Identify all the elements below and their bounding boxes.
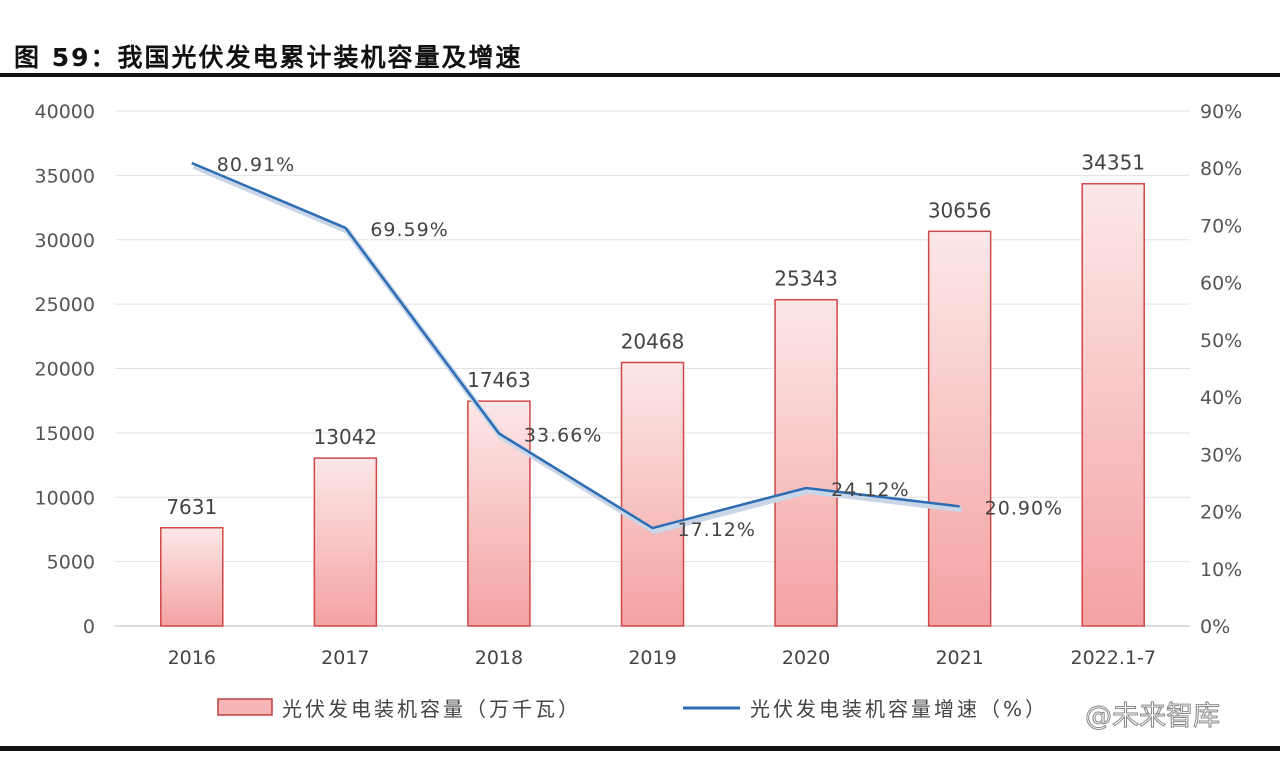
top-rule — [0, 73, 1280, 77]
left-tick-label: 35000 — [35, 165, 95, 187]
bar — [313, 457, 378, 627]
bar — [620, 361, 685, 627]
right-tick-label: 10% — [1200, 559, 1242, 581]
legend-line-label: 光伏发电装机容量增速（%） — [750, 697, 1048, 721]
bottom-rule — [0, 746, 1280, 751]
right-tick-label: 90% — [1200, 101, 1242, 123]
line-data-label: 80.91% — [217, 154, 295, 176]
x-tick-label: 2022.1-7 — [1070, 647, 1155, 669]
left-tick-label: 10000 — [35, 487, 95, 509]
right-tick-label: 80% — [1200, 158, 1242, 180]
legend-bar-swatch — [217, 698, 273, 716]
bar-data-label: 20468 — [621, 329, 685, 353]
line-shadow — [192, 163, 963, 535]
left-tick-label: 0 — [83, 616, 95, 638]
line-data-label: 69.59% — [370, 219, 448, 241]
bar-data-label: 13042 — [314, 425, 378, 449]
right-tick-label: 40% — [1200, 387, 1242, 409]
figure-title: 图 59：我国光伏发电累计装机容量及增速 — [14, 43, 523, 72]
x-tick-label: 2021 — [935, 647, 983, 669]
growth-line — [191, 161, 960, 530]
right-tick-label: 60% — [1200, 273, 1242, 295]
bar-data-label: 30656 — [928, 198, 992, 222]
left-tick-label: 15000 — [35, 423, 95, 445]
left-tick-label: 5000 — [47, 552, 95, 574]
left-tick-label: 40000 — [35, 101, 95, 123]
right-tick-label: 20% — [1200, 502, 1242, 524]
x-tick-label: 2017 — [321, 647, 369, 669]
bar-data-label: 7631 — [166, 495, 217, 519]
x-tick-label: 2020 — [782, 647, 830, 669]
bar — [160, 527, 224, 627]
line-data-label: 24.12% — [831, 479, 909, 501]
x-tick-label: 2016 — [168, 647, 216, 669]
bar — [927, 230, 992, 627]
bar-data-label: 34351 — [1081, 151, 1145, 175]
left-tick-label: 25000 — [35, 294, 95, 316]
right-tick-label: 0% — [1200, 616, 1230, 638]
right-tick-label: 50% — [1200, 330, 1242, 352]
x-tick-label: 2019 — [628, 647, 676, 669]
bar — [1081, 182, 1145, 627]
x-tick-label: 2018 — [475, 647, 523, 669]
legend-bar-label: 光伏发电装机容量（万千瓦） — [282, 697, 581, 721]
right-tick-label: 30% — [1200, 444, 1242, 466]
bar — [774, 298, 838, 627]
bar-data-label: 25343 — [774, 267, 838, 291]
right-tick-label: 70% — [1200, 215, 1242, 237]
line-data-label: 33.66% — [524, 424, 602, 446]
left-tick-label: 20000 — [35, 359, 95, 381]
watermark: @未来智库 — [1085, 701, 1221, 733]
left-tick-label: 30000 — [35, 230, 95, 252]
line-data-label: 17.12% — [678, 519, 756, 541]
line-data-label: 20.90% — [985, 497, 1063, 519]
bar-data-label: 17463 — [467, 368, 531, 392]
